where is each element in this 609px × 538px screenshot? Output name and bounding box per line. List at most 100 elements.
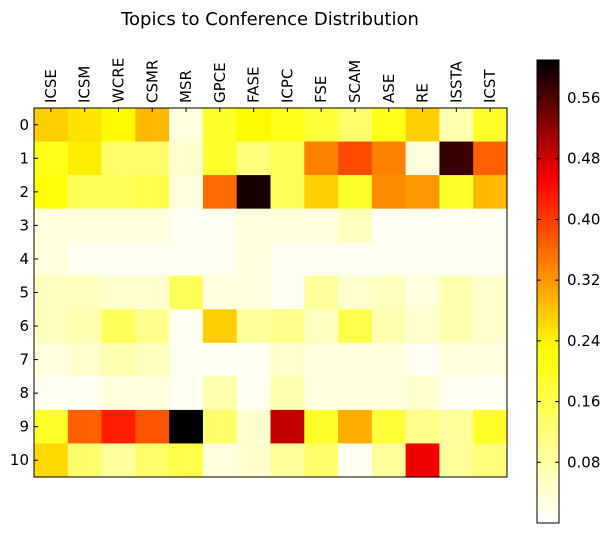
heatmap-cell xyxy=(338,275,373,310)
heatmap-cell xyxy=(135,242,170,277)
heatmap-cell xyxy=(202,242,238,277)
y-tick-label: 7 xyxy=(19,351,29,369)
heatmap-cell xyxy=(34,443,69,478)
heatmap-cell xyxy=(473,342,508,377)
heatmap-cell xyxy=(169,409,204,445)
heatmap-cell xyxy=(405,309,441,344)
heatmap-cell xyxy=(202,275,238,310)
heatmap-cell xyxy=(338,409,373,445)
heatmap-cell xyxy=(101,376,136,411)
heatmap-cell xyxy=(338,342,373,377)
heatmap-cell xyxy=(101,275,136,310)
x-tick-label: ICSE xyxy=(42,69,60,103)
y-tick-label: 8 xyxy=(19,384,29,402)
x-tick-label: ISSTA xyxy=(447,61,465,103)
heatmap-cell xyxy=(67,175,103,210)
heatmap-cell xyxy=(236,275,272,310)
heatmap-cell xyxy=(270,409,305,445)
x-tick-label: FSE xyxy=(312,76,330,103)
heatmap-cell xyxy=(473,275,508,310)
heatmap-cell xyxy=(202,443,238,478)
heatmap-cell xyxy=(439,108,474,143)
heatmap-cell xyxy=(236,309,272,344)
x-tick-label: ICST xyxy=(481,69,499,103)
heatmap-cell xyxy=(169,175,204,210)
heatmap-cell xyxy=(405,275,441,310)
heatmap-cell xyxy=(169,208,204,243)
heatmap-cell xyxy=(405,376,441,411)
colorbar-tick-label: 0.56 xyxy=(567,89,600,107)
heatmap-cell xyxy=(439,141,474,176)
heatmap-cell xyxy=(270,242,305,277)
heatmap-cell xyxy=(371,275,407,310)
heatmap-cell xyxy=(236,376,272,411)
heatmap-cell xyxy=(338,175,373,210)
heatmap-cell xyxy=(202,208,238,243)
colorbar-tick-label: 0.16 xyxy=(567,393,600,411)
y-tick-label: 1 xyxy=(19,149,29,167)
heatmap-cell xyxy=(338,208,373,243)
heatmap-cell xyxy=(405,175,441,210)
heatmap-cell xyxy=(236,208,272,243)
heatmap-cell xyxy=(473,443,508,478)
heatmap-cell xyxy=(473,108,508,143)
heatmap-cell xyxy=(473,376,508,411)
heatmap-cell xyxy=(270,141,305,176)
heatmap-cell xyxy=(202,309,238,344)
heatmap-cell xyxy=(371,409,407,445)
x-tick-label: CSMR xyxy=(143,60,161,103)
heatmap-cell xyxy=(169,443,204,478)
y-tick-label: 9 xyxy=(19,418,29,436)
heatmap-cell xyxy=(67,108,103,143)
heatmap-cell xyxy=(169,376,204,411)
heatmap-cell xyxy=(135,175,170,210)
heatmap-cell xyxy=(304,242,339,277)
heatmap-cells xyxy=(34,108,508,478)
heatmap-cell xyxy=(304,309,339,344)
x-tick-label: MSR xyxy=(177,70,195,103)
colorbar-ticks: 0.08 0.16 0.24 0.32 0.40 0.48 0.56 xyxy=(537,89,600,471)
heatmap-cell xyxy=(101,309,136,344)
heatmap-cell xyxy=(338,376,373,411)
heatmap-cell xyxy=(405,342,441,377)
heatmap-cell xyxy=(101,208,136,243)
heatmap-cell xyxy=(405,409,441,445)
heatmap-cell xyxy=(439,175,474,210)
heatmap-cell xyxy=(67,275,103,310)
heatmap-cell xyxy=(304,275,339,310)
heatmap-cell xyxy=(135,309,170,344)
heatmap-cell xyxy=(135,141,170,176)
heatmap-cell xyxy=(439,376,474,411)
heatmap-cell xyxy=(439,443,474,478)
heatmap-cell xyxy=(338,108,373,143)
heatmap-cell xyxy=(202,108,238,143)
colorbar-tick-label: 0.32 xyxy=(567,271,600,289)
heatmap-cell xyxy=(405,108,441,143)
heatmap-cell xyxy=(135,409,170,445)
heatmap-cell xyxy=(338,309,373,344)
heatmap-cell xyxy=(34,275,69,310)
heatmap-cell xyxy=(101,443,136,478)
y-tick-label: 10 xyxy=(10,451,29,469)
heatmap-cell xyxy=(304,409,339,445)
colorbar xyxy=(536,59,560,524)
chart-title: Topics to Conference Distribution xyxy=(120,9,419,30)
heatmap-cell xyxy=(473,409,508,445)
heatmap-cell xyxy=(135,342,170,377)
heatmap-cell xyxy=(236,175,272,210)
heatmap-cell xyxy=(304,376,339,411)
heatmap-cell xyxy=(304,141,339,176)
heatmap-cell xyxy=(101,108,136,143)
heatmap-cell xyxy=(169,342,204,377)
x-tick-label: GPCE xyxy=(211,62,229,103)
colorbar-tick-label: 0.48 xyxy=(567,150,600,168)
heatmap-cell xyxy=(473,141,508,176)
heatmap-cell xyxy=(270,108,305,143)
heatmap-cell xyxy=(101,342,136,377)
heatmap-cell xyxy=(34,208,69,243)
heatmap-cell xyxy=(405,141,441,176)
heatmap-cell xyxy=(34,108,69,143)
y-axis-ticks: 0 1 2 3 4 5 6 7 8 9 10 xyxy=(10,116,38,469)
